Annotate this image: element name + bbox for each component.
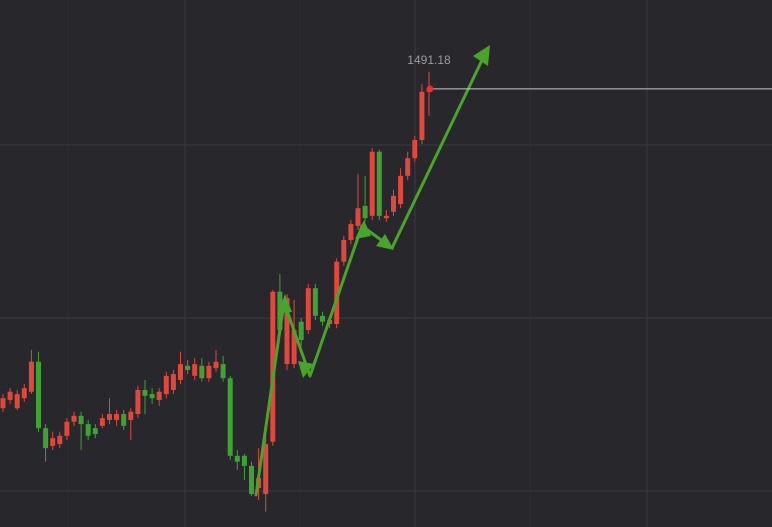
drawn-arrows: [254, 45, 490, 497]
candle-body: [348, 224, 354, 240]
candle-body: [249, 465, 254, 495]
candle-body: [14, 394, 20, 409]
candle-body: [142, 389, 148, 396]
candle-body: [85, 424, 91, 436]
candle-body: [227, 378, 233, 456]
candle-body: [64, 421, 70, 436]
candle-body: [312, 288, 318, 316]
candle-body: [71, 415, 77, 422]
candle-body: [241, 455, 247, 466]
candle-body: [334, 261, 340, 325]
candle-body: [298, 321, 304, 340]
candle-body: [419, 91, 425, 140]
arrowhead: [473, 45, 490, 66]
candle-body: [43, 428, 49, 449]
candle-body: [99, 418, 105, 426]
candle-body: [21, 388, 27, 399]
candle-body: [78, 415, 84, 425]
candle-body: [0, 398, 6, 409]
candle-body: [206, 365, 212, 379]
candle-body: [362, 205, 368, 219]
candle-body: [213, 361, 219, 369]
candle-body: [383, 215, 389, 219]
last-price: 1491.18: [407, 53, 772, 93]
candle-body: [284, 298, 290, 365]
candle-body: [135, 389, 141, 415]
candle-body: [199, 365, 205, 379]
candle-body: [263, 444, 269, 495]
candle-body: [156, 391, 162, 400]
candle-body: [28, 361, 34, 392]
candle-body: [405, 158, 411, 176]
candle-body: [220, 364, 226, 379]
arrow-path: [254, 54, 486, 497]
candle-body: [170, 374, 176, 390]
candle-body: [128, 411, 134, 420]
candle-body: [270, 291, 276, 442]
candle-body: [163, 375, 169, 395]
candle-body: [398, 175, 404, 205]
candle-body: [234, 455, 240, 462]
last-price-dot: [426, 85, 434, 93]
candle-body: [36, 361, 41, 429]
candle-body: [320, 315, 325, 322]
candle-body: [7, 391, 13, 400]
candle-body: [341, 239, 347, 262]
candle-body: [305, 288, 311, 330]
candle-body: [92, 428, 98, 435]
candles: [0, 71, 432, 512]
candle-body: [355, 208, 361, 226]
candle-body: [391, 195, 396, 212]
candle-body: [57, 435, 63, 445]
candle-body: [121, 414, 127, 426]
candle-body: [369, 151, 375, 216]
candle-body: [149, 394, 155, 399]
last-price-label: 1491.18: [407, 53, 451, 67]
arrowhead: [298, 361, 314, 378]
candle-body: [412, 139, 418, 159]
candle-body: [185, 365, 191, 370]
arrowhead: [277, 294, 292, 314]
candle-body: [107, 414, 112, 420]
candle-body: [376, 151, 382, 216]
candle-body: [50, 438, 56, 446]
arrowhead: [355, 220, 371, 239]
candle-body: [114, 414, 120, 420]
candle-body: [291, 329, 297, 365]
arrowhead: [376, 234, 394, 250]
candle-body: [192, 364, 198, 376]
candle-body: [178, 364, 183, 380]
